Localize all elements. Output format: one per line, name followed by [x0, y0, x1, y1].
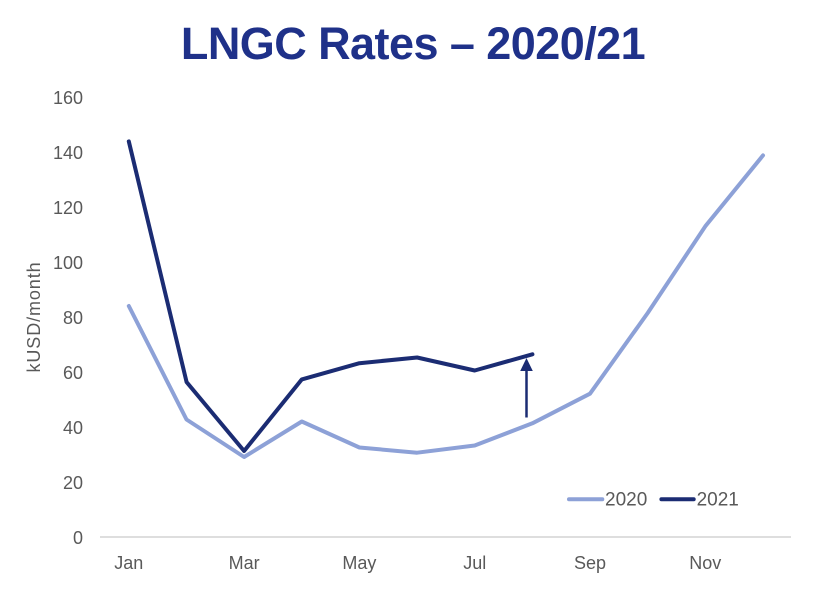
svg-text:Nov: Nov — [689, 553, 721, 573]
svg-text:120: 120 — [53, 198, 83, 218]
svg-text:0: 0 — [73, 528, 83, 548]
svg-text:140: 140 — [53, 143, 83, 163]
svg-text:80: 80 — [63, 308, 83, 328]
svg-text:Mar: Mar — [229, 553, 260, 573]
svg-text:20: 20 — [63, 473, 83, 493]
svg-text:Jul: Jul — [463, 553, 486, 573]
svg-text:Sep: Sep — [574, 553, 606, 573]
svg-text:May: May — [342, 553, 376, 573]
svg-text:2021: 2021 — [697, 489, 739, 510]
svg-text:LNGC Rates – 2020/21: LNGC Rates – 2020/21 — [181, 18, 645, 69]
svg-text:100: 100 — [53, 253, 83, 273]
svg-text:kUSD/month: kUSD/month — [24, 261, 44, 372]
svg-text:60: 60 — [63, 363, 83, 383]
svg-text:Jan: Jan — [114, 553, 143, 573]
svg-text:40: 40 — [63, 418, 83, 438]
svg-text:2020: 2020 — [605, 489, 647, 510]
svg-text:160: 160 — [53, 88, 83, 108]
